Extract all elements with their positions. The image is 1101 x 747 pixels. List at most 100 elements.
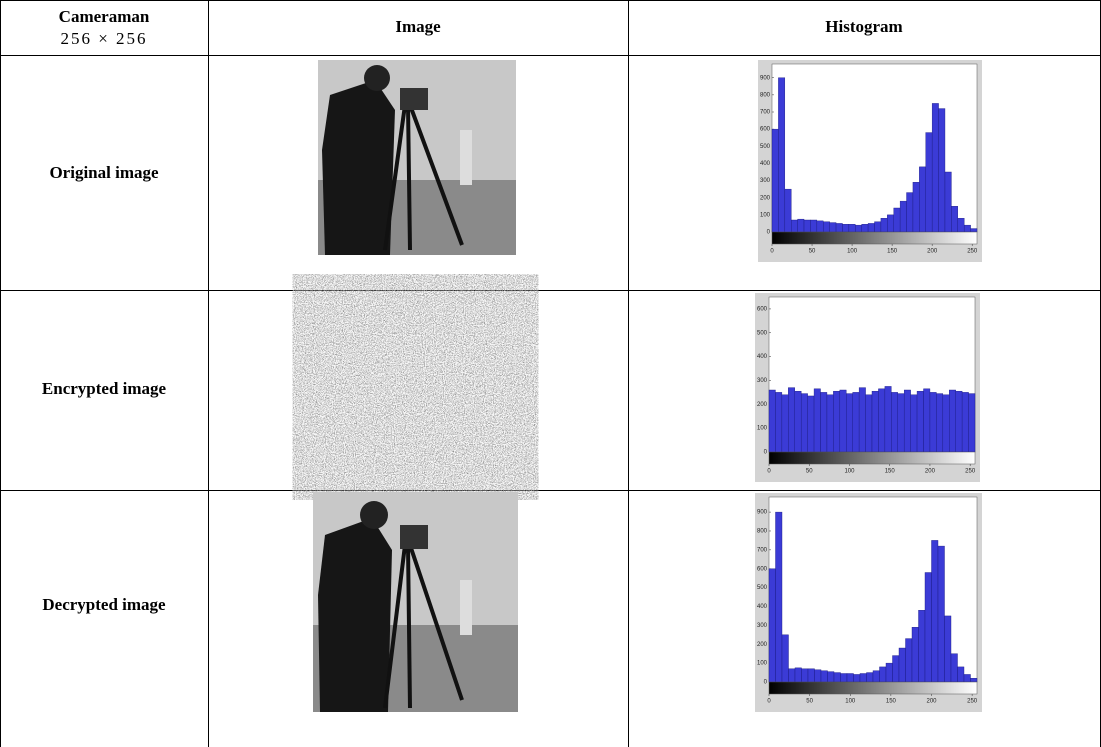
header-cell: Histogram <box>825 17 902 36</box>
bar <box>878 389 884 452</box>
bar <box>823 222 829 232</box>
y-tick-label: 700 <box>757 547 768 553</box>
y-tick-label: 400 <box>760 161 771 167</box>
x-tick-label: 150 <box>886 699 897 705</box>
bar <box>808 396 814 452</box>
bar <box>900 201 906 232</box>
bar <box>810 220 816 232</box>
bar <box>782 395 788 452</box>
bar <box>943 395 949 452</box>
bar <box>840 390 846 452</box>
bar <box>836 223 842 232</box>
bar <box>958 218 964 232</box>
bar <box>886 663 893 682</box>
bar <box>853 392 859 452</box>
bar <box>859 388 865 452</box>
bar <box>925 573 932 682</box>
photo <box>318 60 516 255</box>
x-tick-label: 50 <box>809 249 816 255</box>
bar <box>855 225 861 232</box>
bar <box>971 229 977 232</box>
y-tick-label: 100 <box>757 426 768 432</box>
bar <box>789 669 796 682</box>
bar <box>898 394 904 452</box>
bar <box>830 223 836 232</box>
bar <box>769 569 776 682</box>
y-tick-label: 500 <box>757 330 768 336</box>
bar <box>846 394 852 452</box>
bar <box>775 392 781 452</box>
bar <box>814 389 820 452</box>
noise-image <box>313 293 518 481</box>
bar <box>867 673 874 682</box>
photo <box>313 492 518 712</box>
bar <box>969 394 975 452</box>
bar <box>791 220 797 232</box>
bar <box>971 678 978 682</box>
bar <box>930 392 936 452</box>
bar <box>919 167 925 232</box>
colorbar <box>769 452 975 464</box>
y-tick-label: 200 <box>757 642 768 648</box>
bar <box>827 395 833 452</box>
y-tick-label: 300 <box>757 623 768 629</box>
x-tick-label: 50 <box>806 469 813 475</box>
bar <box>880 667 887 682</box>
x-tick-label: 150 <box>887 249 898 255</box>
bar <box>926 133 932 232</box>
bar <box>875 222 881 232</box>
y-tick-label: 200 <box>760 195 771 201</box>
bar <box>854 674 861 682</box>
y-tick-label: 800 <box>760 92 771 98</box>
bar <box>860 674 867 682</box>
bar <box>936 394 942 452</box>
bar <box>945 172 951 232</box>
row-label: Encrypted image <box>42 379 167 398</box>
x-tick-label: 100 <box>847 249 858 255</box>
y-tick-label: 500 <box>760 144 771 150</box>
bar <box>951 206 957 232</box>
bar <box>919 610 926 682</box>
bar <box>907 193 913 232</box>
row-label: Original image <box>49 163 159 182</box>
bar <box>917 391 923 452</box>
bar <box>938 546 945 682</box>
bar <box>866 395 872 452</box>
bar <box>932 103 938 232</box>
bar <box>911 395 917 452</box>
bar <box>891 392 897 452</box>
bar <box>778 78 784 232</box>
x-tick-label: 200 <box>926 699 937 705</box>
x-tick-label: 50 <box>806 699 813 705</box>
y-tick-label: 900 <box>757 510 768 516</box>
colorbar <box>769 682 977 694</box>
bar <box>956 391 962 452</box>
y-tick-label: 400 <box>757 604 768 610</box>
y-tick-label: 800 <box>757 529 768 535</box>
bar <box>868 223 874 232</box>
y-tick-label: 700 <box>760 110 771 116</box>
bar <box>801 394 807 452</box>
y-tick-label: 600 <box>757 307 768 313</box>
y-tick-label: 100 <box>757 661 768 667</box>
bar <box>821 671 828 682</box>
table: Cameraman 256 × 256 Image Histogram Orig… <box>0 0 1101 747</box>
bar <box>924 389 930 452</box>
bar <box>862 224 868 232</box>
bar <box>785 189 791 232</box>
x-tick-label: 200 <box>925 469 936 475</box>
bar <box>964 225 970 232</box>
bar <box>962 392 968 452</box>
bar <box>899 648 906 682</box>
bar <box>833 391 839 452</box>
bar <box>964 674 971 682</box>
bar <box>808 669 815 682</box>
x-tick-label: 250 <box>967 249 978 255</box>
bar <box>798 219 804 232</box>
y-tick-label: 400 <box>757 354 768 360</box>
bar <box>951 654 958 682</box>
bar <box>842 224 848 232</box>
y-tick-label: 500 <box>757 585 768 591</box>
